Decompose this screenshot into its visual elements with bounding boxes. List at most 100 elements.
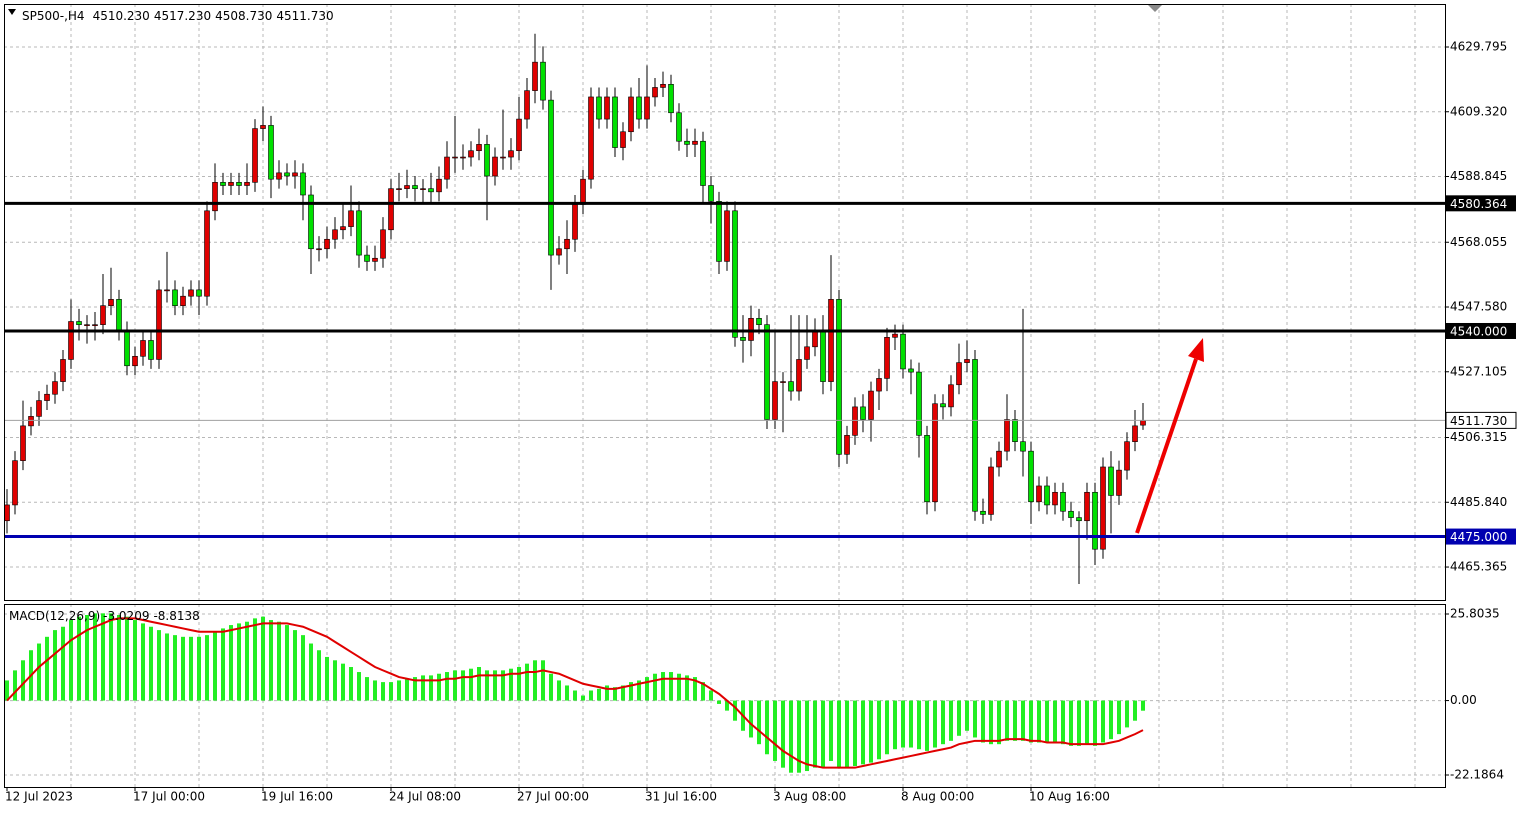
macd-bar bbox=[717, 700, 721, 704]
macd-bar bbox=[1093, 700, 1097, 746]
macd-bar bbox=[421, 675, 425, 701]
candle-body bbox=[1020, 441, 1026, 452]
candle-body bbox=[668, 83, 674, 114]
macd-bar bbox=[77, 616, 81, 701]
candle-body bbox=[4, 504, 10, 522]
macd-bar bbox=[437, 673, 441, 701]
macd-bar bbox=[981, 700, 985, 743]
macd-bar bbox=[909, 700, 913, 748]
menu-triangle[interactable] bbox=[8, 9, 16, 15]
macd-bar bbox=[965, 700, 969, 731]
candle-body bbox=[836, 299, 842, 455]
macd-bar bbox=[805, 700, 809, 772]
candle-body bbox=[652, 87, 658, 98]
candle-body bbox=[948, 384, 954, 408]
candle-body bbox=[1004, 419, 1010, 452]
level-label: 4580.364 bbox=[1450, 197, 1507, 211]
arrow-shaft bbox=[1135, 358, 1198, 534]
candle-body bbox=[868, 390, 874, 420]
candle-body bbox=[1092, 491, 1098, 550]
candle-body bbox=[996, 450, 1002, 468]
macd-bar bbox=[901, 700, 905, 748]
macd-bar bbox=[173, 635, 177, 701]
candle-body bbox=[852, 406, 858, 436]
candle-body bbox=[20, 425, 26, 461]
macd-bar bbox=[789, 700, 793, 773]
macd-bar bbox=[685, 675, 689, 701]
candle-body bbox=[236, 182, 242, 186]
signal-readout: -8.8138 bbox=[153, 609, 199, 623]
macd-bar bbox=[797, 700, 801, 773]
macd-bar bbox=[109, 613, 113, 701]
signal-line bbox=[6, 617, 1144, 769]
candle-body bbox=[1108, 466, 1114, 496]
macd-bar bbox=[1125, 700, 1129, 728]
macd-bar bbox=[1045, 700, 1049, 743]
level-label-box bbox=[1446, 195, 1516, 212]
candle-body bbox=[44, 393, 50, 401]
candle-body bbox=[516, 118, 522, 152]
macd-readout: -3.0209 bbox=[103, 609, 149, 623]
macd-bar bbox=[1141, 700, 1145, 711]
candle-body bbox=[644, 96, 650, 120]
low-readout: 4508.730 bbox=[215, 9, 272, 23]
candle-body bbox=[988, 466, 994, 515]
macd-bar bbox=[653, 673, 657, 701]
last-price-label: 4511.730 bbox=[1450, 414, 1507, 428]
y-tick-label: 0.00 bbox=[1450, 693, 1477, 707]
candle-body bbox=[756, 318, 762, 325]
macd-bar bbox=[21, 660, 25, 701]
macd-bar bbox=[1101, 700, 1105, 743]
candle-body bbox=[444, 156, 450, 180]
macd-bar bbox=[277, 621, 281, 701]
macd-bar bbox=[1021, 700, 1025, 741]
macd-bar bbox=[613, 687, 617, 701]
candle-body bbox=[92, 324, 98, 326]
open-readout: 4510.230 bbox=[93, 9, 150, 23]
macd-bar bbox=[605, 685, 609, 701]
candle-body bbox=[452, 156, 458, 159]
macd-bar bbox=[1013, 700, 1017, 741]
macd-bar bbox=[93, 613, 97, 701]
macd-bar bbox=[925, 700, 929, 751]
candle-body bbox=[580, 178, 586, 205]
candle-body bbox=[844, 435, 850, 455]
candle-body bbox=[372, 257, 378, 262]
y-tick-label: 4568.055 bbox=[1450, 235, 1507, 249]
candle-body bbox=[404, 185, 410, 189]
macd-bar bbox=[445, 672, 449, 701]
candle-body bbox=[628, 96, 634, 133]
macd-bar bbox=[1069, 700, 1073, 746]
candle-body bbox=[732, 210, 738, 338]
candle-body bbox=[228, 182, 234, 186]
macd-bar bbox=[413, 677, 417, 701]
candle-body bbox=[188, 289, 194, 297]
y-tick-label: 4485.840 bbox=[1450, 495, 1507, 509]
candle-body bbox=[220, 182, 226, 186]
macd-bar bbox=[877, 700, 881, 760]
x-tick-label: 24 Jul 08:00 bbox=[389, 790, 461, 804]
candle-body bbox=[724, 210, 730, 262]
candle-body bbox=[612, 96, 618, 148]
candle-body bbox=[508, 150, 514, 158]
candle-body bbox=[1076, 517, 1082, 522]
chart-header: SP500-,H4 4510.230 4517.230 4508.730 4511.73… bbox=[22, 9, 334, 23]
candle-body bbox=[892, 333, 898, 338]
macd-bar bbox=[957, 700, 961, 736]
macd-bar bbox=[1061, 700, 1065, 745]
macd-bar bbox=[341, 663, 345, 701]
macd-bar bbox=[949, 700, 953, 741]
macd-bar bbox=[453, 670, 457, 701]
last-price-box bbox=[1445, 411, 1517, 429]
candle-body bbox=[572, 204, 578, 240]
candle-body bbox=[780, 381, 786, 383]
candle-body bbox=[924, 435, 930, 503]
macd-bar bbox=[757, 700, 761, 745]
macd-bar bbox=[485, 670, 489, 701]
macd-bar bbox=[1053, 700, 1057, 743]
candle-body bbox=[972, 359, 978, 512]
macd-bar bbox=[669, 672, 673, 701]
macd-bar bbox=[349, 667, 353, 701]
macd-bar bbox=[517, 667, 521, 701]
shift-marker[interactable] bbox=[1148, 5, 1162, 12]
